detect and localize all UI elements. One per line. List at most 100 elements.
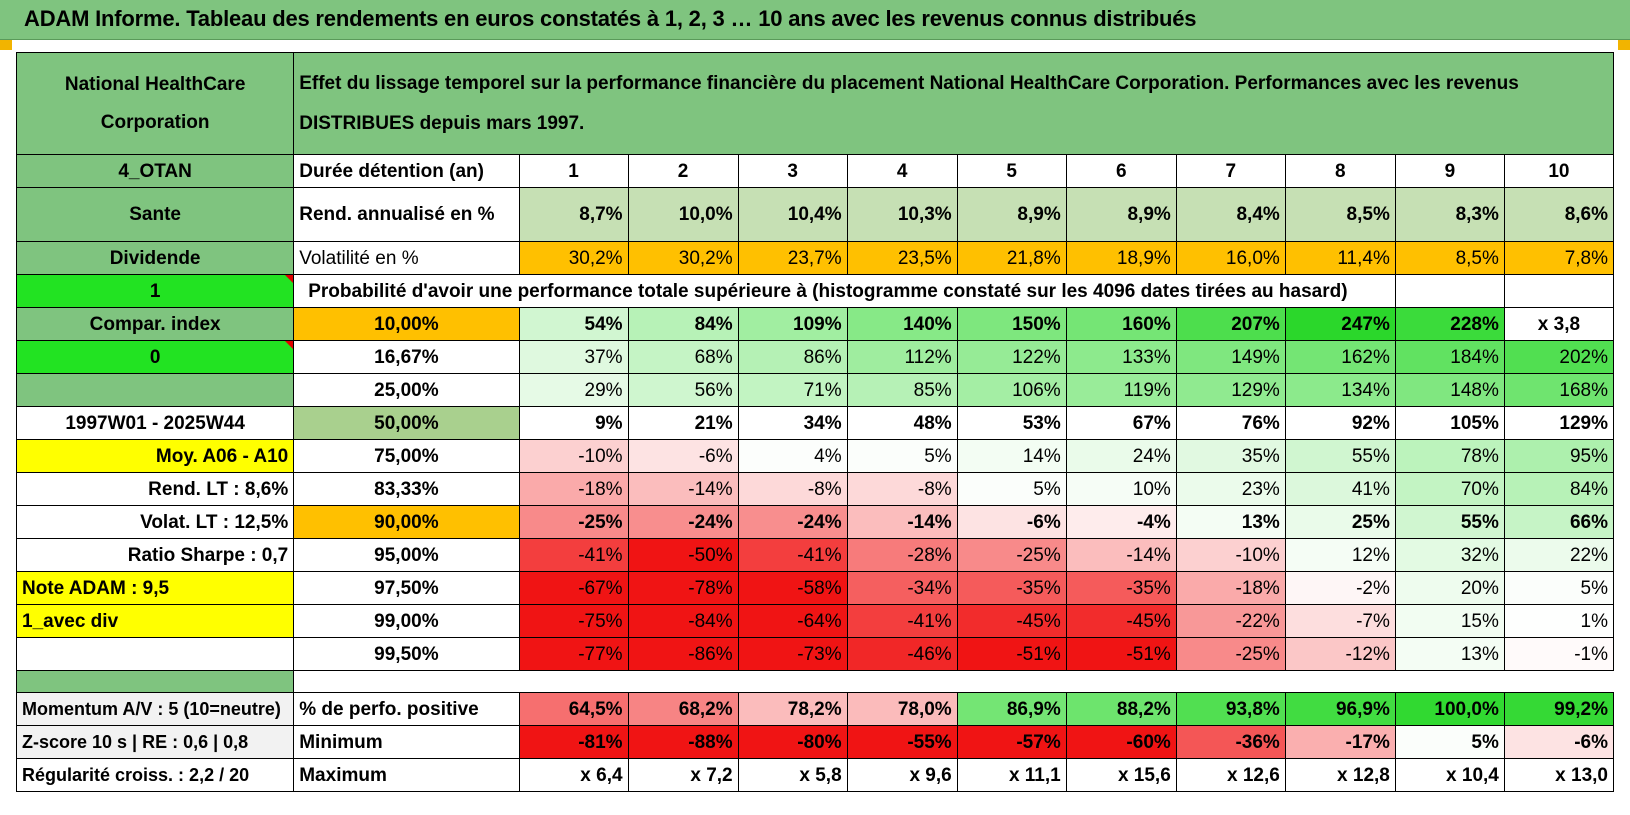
probability-value-cell: 109% [737,307,848,341]
stat-value-cell: x 11,1 [956,758,1067,792]
probability-value-cell: 207% [1175,307,1286,341]
probability-value-cell: 149% [1175,340,1286,374]
vol-cell: 23,5% [846,241,958,275]
rend-lt-cell: Rend. LT : 8,6% [15,472,295,506]
probability-value-cell: 85% [846,373,958,407]
probability-value-cell: -41% [518,538,629,572]
probability-value-cell: -18% [518,472,629,506]
note-adam-cell: Note ADAM : 9,5 [15,571,295,605]
probability-threshold-cell: 16,67% [293,340,520,374]
probability-value-cell: 68% [627,340,739,374]
probability-row: Ratio Sharpe : 0,7 95,00% -41% -50% -41% -28%… [15,538,1615,572]
probability-row: Rend. LT : 8,6% 83,33% -18% -14% -8% -8% 5% 10%… [15,472,1615,506]
probability-value-cell: -24% [737,505,848,539]
stat-value-cell: 99,2% [1503,692,1615,726]
probability-value-cell: -34% [846,571,958,605]
probability-value-cell: x 3,8 [1503,307,1615,341]
year-cell: 1 [518,154,629,188]
probability-value-cell: 106% [956,373,1067,407]
probability-value-cell: 48% [846,406,958,440]
probability-value-cell: 55% [1284,439,1396,473]
probability-value-cell: -2% [1284,571,1396,605]
positive-row-label: % de perfo. positive [293,692,520,726]
stat-value-cell: 96,9% [1284,692,1396,726]
probability-value-cell: -45% [1065,604,1177,638]
compar-cell: Compar. index [15,307,295,341]
stat-value-cell: 93,8% [1175,692,1286,726]
rend-cell: 10,3% [846,187,958,242]
probability-value-cell: 22% [1503,538,1615,572]
minimum-row-side-cell: Z-score 10 s | RE : 0,6 | 0,8 [15,725,295,759]
year-cell: 5 [956,154,1067,188]
sheet-corner-mark-left [0,40,12,50]
probability-value-cell: 54% [518,307,629,341]
year-cell: 10 [1503,154,1615,188]
probability-value-cell: 5% [1503,571,1615,605]
probability-value-cell: -51% [956,637,1067,671]
rend-cell: 10,0% [627,187,739,242]
probability-value-cell: -46% [846,637,958,671]
sharpe-cell: Ratio Sharpe : 0,7 [15,538,295,572]
year-cell: 4 [846,154,958,188]
minimum-row: Z-score 10 s | RE : 0,6 | 0,8 Minimum -81%… [15,725,1615,759]
stat-value-cell: x 13,0 [1503,758,1615,792]
rend-cell: 8,5% [1284,187,1396,242]
rend-cell: 8,3% [1394,187,1505,242]
probability-value-cell: -41% [737,538,848,572]
probability-value-cell: 95% [1503,439,1615,473]
probability-value-cell: -8% [737,472,848,506]
maximum-row: Régularité croiss. : 2,2 / 20 Maximum x 6,… [15,758,1615,792]
probability-value-cell: 134% [1284,373,1396,407]
avec-div-cell: 1_avec div [15,604,295,638]
probability-value-cell: 21% [627,406,739,440]
vol-cell: 11,4% [1284,241,1396,275]
stat-value-cell: -88% [627,725,739,759]
probability-threshold-cell: 75,00% [293,439,520,473]
probability-value-cell: 25% [1284,505,1396,539]
vol-cell: 16,0% [1175,241,1286,275]
probability-value-cell: 76% [1175,406,1286,440]
stat-value-cell: 100,0% [1394,692,1505,726]
vol-label: Volatilité en % [293,241,520,275]
probability-value-cell: 53% [956,406,1067,440]
probability-value-cell: 112% [846,340,958,374]
stat-value-cell: 5% [1394,725,1505,759]
probability-value-cell: 55% [1394,505,1505,539]
probability-value-cell: 92% [1284,406,1396,440]
spacer-cell [294,671,1614,693]
probability-value-cell: -6% [956,505,1067,539]
volat-lt-cell: Volat. LT : 12,5% [15,505,295,539]
probability-value-cell: 228% [1394,307,1505,341]
probability-row: Note ADAM : 9,5 97,50% -67% -78% -58% -34% -35… [15,571,1615,605]
rend-cell: 8,7% [518,187,629,242]
probability-value-cell: 140% [846,307,958,341]
probability-threshold-cell: 97,50% [293,571,520,605]
probability-value-cell: 32% [1394,538,1505,572]
probability-value-cell: 184% [1394,340,1505,374]
probability-value-cell: 162% [1284,340,1396,374]
stat-value-cell: x 15,6 [1065,758,1177,792]
spacer-row [15,670,1614,693]
probability-value-cell: 71% [737,373,848,407]
probability-value-cell: -45% [956,604,1067,638]
probability-value-cell: -86% [627,637,739,671]
probability-value-cell: 84% [1503,472,1615,506]
stat-value-cell: x 10,4 [1394,758,1505,792]
probability-value-cell: -14% [627,472,739,506]
probability-value-cell: -10% [518,439,629,473]
period-cell: 1997W01 - 2025W44 [15,406,295,440]
year-cell: 2 [627,154,739,188]
probability-value-cell: -7% [1284,604,1396,638]
probability-value-cell: 70% [1394,472,1505,506]
duree-label: Durée détention (an) [293,154,520,188]
probability-value-cell: -25% [518,505,629,539]
stat-value-cell: x 5,8 [737,758,848,792]
spacer-green-cell [15,670,295,693]
rend-row: Sante Rend. annualisé en % 8,7% 10,0% 10… [15,187,1615,242]
probability-value-cell: 122% [956,340,1067,374]
stat-value-cell: 78,2% [737,692,848,726]
probability-value-cell: -4% [1065,505,1177,539]
year-cell: 3 [737,154,848,188]
stat-value-cell: -81% [518,725,629,759]
probability-value-cell: 20% [1394,571,1505,605]
